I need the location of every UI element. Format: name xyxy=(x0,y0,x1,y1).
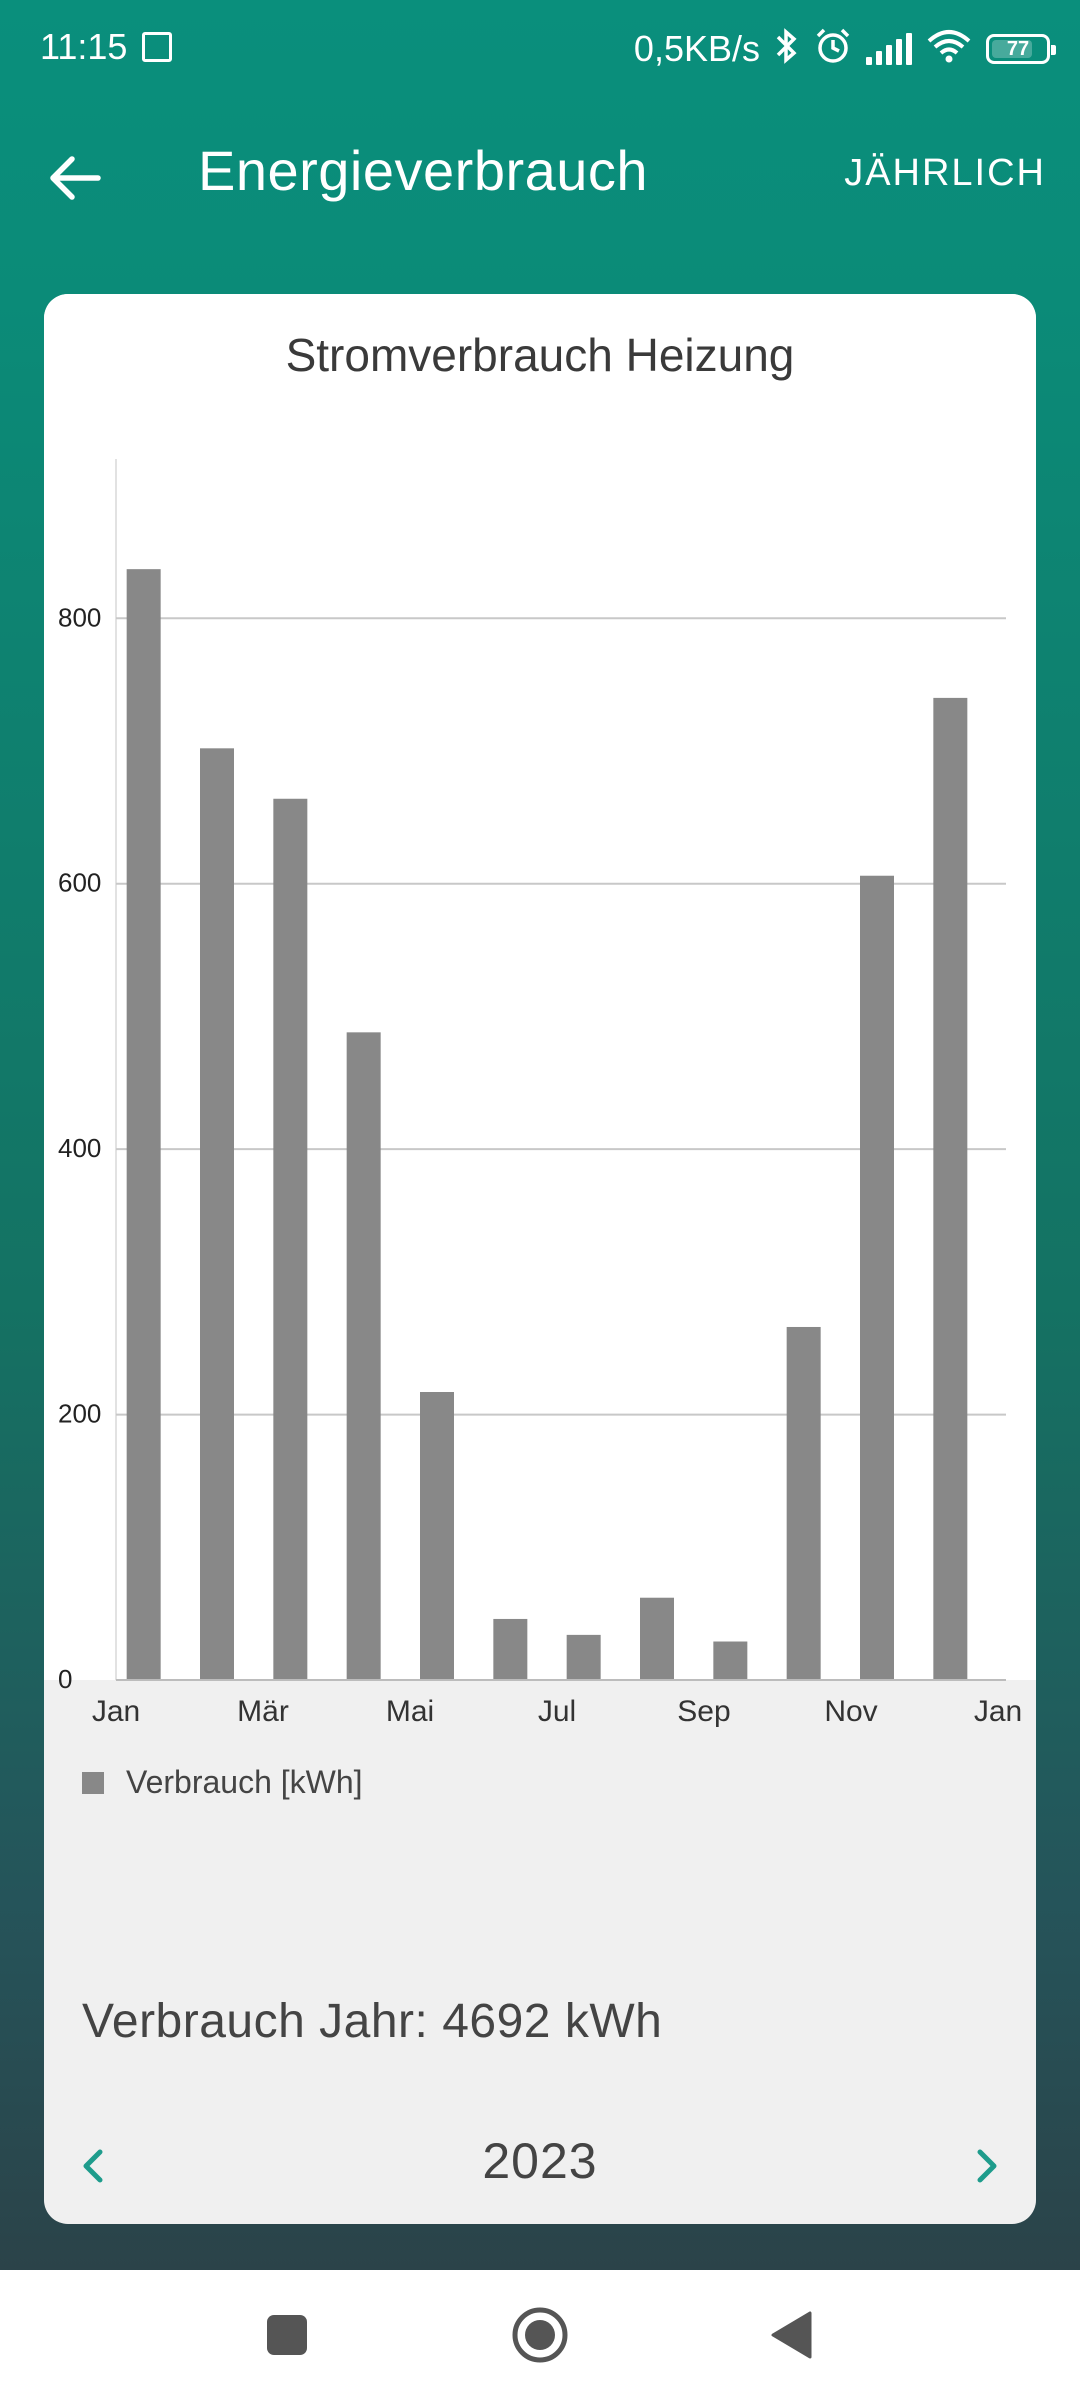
arrow-left-icon xyxy=(50,156,101,200)
wifi-icon xyxy=(926,27,972,71)
bar xyxy=(200,748,234,1680)
app-bar: Energieverbrauch JÄHRLICH xyxy=(0,100,1080,250)
y-tick-label: 600 xyxy=(58,868,101,898)
home-icon xyxy=(512,2307,568,2363)
chevron-right-icon xyxy=(977,2149,997,2183)
sim-icon xyxy=(142,32,172,62)
home-button[interactable] xyxy=(505,2300,575,2370)
x-tick-label: Mär xyxy=(237,1695,289,1728)
y-tick-label: 400 xyxy=(58,1133,101,1163)
legend-swatch xyxy=(82,1771,104,1794)
yearly-total: Verbrauch Jahr: 4692 kWh xyxy=(82,1995,663,2048)
recents-icon xyxy=(267,2315,307,2355)
bar xyxy=(273,798,308,1680)
system-nav-bar xyxy=(0,2270,1080,2400)
bar xyxy=(933,697,968,1680)
bar-chart: 0 200 400 600 800 Jan Mär Mai Jul Sep Nov Jan xyxy=(58,459,1022,1728)
y-tick-label: 200 xyxy=(58,1399,101,1429)
alarm-icon xyxy=(814,27,852,71)
y-tick-label: 0 xyxy=(58,1664,72,1694)
back-button[interactable] xyxy=(40,142,112,214)
y-tick-label: 800 xyxy=(58,602,101,632)
x-tick-label: Nov xyxy=(824,1695,877,1728)
period-toggle-button[interactable]: JÄHRLICH xyxy=(844,152,1046,194)
x-tick-label: Sep xyxy=(677,1695,730,1728)
x-tick-label: Jan xyxy=(974,1695,1022,1728)
year-label: 2023 xyxy=(482,2133,598,2189)
legend-label: Verbrauch [kWh] xyxy=(126,1764,363,1800)
network-speed: 0,5KB/s xyxy=(633,28,760,69)
signal-icon xyxy=(866,33,912,65)
x-tick-label: Jul xyxy=(538,1695,576,1728)
status-icons: 0,5KB/s 77 xyxy=(633,24,1056,74)
bluetooth-icon xyxy=(774,27,800,71)
page-title: Energieverbrauch xyxy=(198,139,649,202)
next-year-button[interactable] xyxy=(956,2136,1016,2196)
bar xyxy=(786,1326,821,1680)
year-navigation: 2023 xyxy=(44,2124,1036,2214)
chevron-left-icon xyxy=(83,2149,103,2183)
recents-button[interactable] xyxy=(252,2300,322,2370)
chart-title: Stromverbrauch Heizung xyxy=(285,329,795,381)
x-tick-label: Jan xyxy=(92,1695,140,1728)
bar xyxy=(640,1597,674,1680)
status-bar: 11:15 0,5KB/s 77 xyxy=(0,0,1080,100)
back-triangle-icon xyxy=(771,2311,812,2359)
battery-icon: 77 xyxy=(986,34,1056,64)
chart-legend: Verbrauch [kWh] xyxy=(82,1764,363,1801)
bar xyxy=(713,1641,748,1680)
bar xyxy=(346,1032,381,1680)
previous-year-button[interactable] xyxy=(64,2136,124,2196)
system-back-button[interactable] xyxy=(758,2300,828,2370)
battery-level: 77 xyxy=(1006,37,1030,60)
bar xyxy=(420,1392,454,1680)
x-tick-label: Mai xyxy=(386,1695,434,1728)
bar xyxy=(566,1634,601,1680)
consumption-card: Stromverbrauch Heizung 0 200 400 600 800 Jan M… xyxy=(44,294,1036,2224)
bar xyxy=(860,875,894,1680)
battery-fill xyxy=(992,40,1032,58)
status-time: 11:15 xyxy=(40,26,128,67)
bar xyxy=(126,569,161,1680)
bar xyxy=(493,1618,528,1680)
